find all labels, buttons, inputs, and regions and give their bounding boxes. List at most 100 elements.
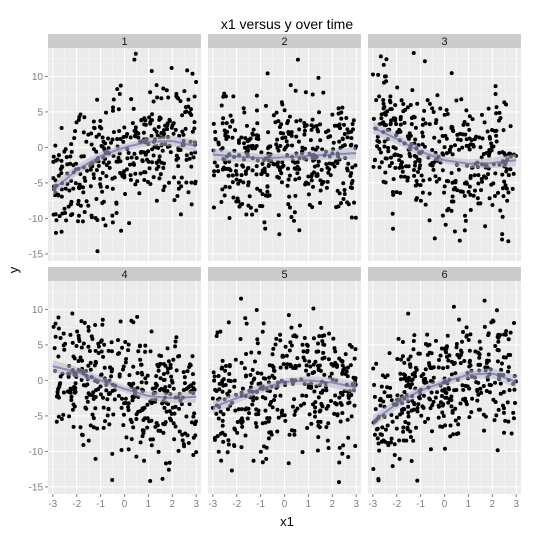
data-point <box>169 374 174 379</box>
data-point <box>134 454 139 459</box>
data-point <box>476 407 481 412</box>
data-point <box>501 410 506 415</box>
data-point <box>243 433 248 438</box>
data-point <box>394 122 399 127</box>
data-point <box>429 351 434 356</box>
data-point <box>308 138 313 143</box>
data-point <box>111 130 116 135</box>
data-point <box>215 164 220 169</box>
data-point <box>59 125 64 130</box>
data-point <box>70 311 75 316</box>
data-point <box>417 166 422 171</box>
data-point <box>384 156 389 161</box>
data-point <box>462 193 467 198</box>
data-point <box>449 199 454 204</box>
data-point <box>256 137 261 141</box>
data-point <box>154 83 159 88</box>
data-point <box>270 352 275 357</box>
data-point <box>316 395 321 400</box>
data-point <box>184 414 189 419</box>
data-point <box>161 128 166 133</box>
data-point <box>312 409 317 414</box>
data-point <box>167 384 172 389</box>
data-point <box>439 346 444 351</box>
data-point <box>227 362 232 367</box>
data-point <box>187 402 192 407</box>
data-point <box>495 348 500 352</box>
data-point <box>489 141 494 146</box>
data-point <box>259 371 264 376</box>
data-point <box>81 130 86 135</box>
data-point <box>131 106 136 111</box>
data-point <box>168 362 173 367</box>
data-point <box>500 172 505 177</box>
x-tick-label: -3 <box>208 499 217 510</box>
data-point <box>462 228 467 233</box>
data-point <box>449 171 454 176</box>
data-point <box>408 102 413 107</box>
data-point <box>266 436 271 441</box>
data-point <box>215 330 220 335</box>
data-point <box>327 167 332 172</box>
data-point <box>307 359 312 364</box>
data-point <box>285 121 290 126</box>
data-point <box>276 213 281 218</box>
data-point <box>151 175 156 180</box>
data-point <box>433 395 438 400</box>
data-point <box>446 358 451 363</box>
data-point <box>121 412 126 417</box>
data-point <box>502 100 507 105</box>
data-point <box>190 129 195 134</box>
data-point <box>182 444 187 449</box>
data-point <box>423 367 428 372</box>
data-point <box>484 388 489 393</box>
data-point <box>328 399 333 404</box>
data-point <box>325 179 330 184</box>
data-point <box>425 332 430 337</box>
data-point <box>142 458 147 463</box>
data-point <box>490 203 495 208</box>
data-point <box>341 197 346 202</box>
data-point <box>220 389 225 394</box>
data-point <box>375 144 380 149</box>
data-point <box>193 419 198 424</box>
data-point <box>438 106 443 111</box>
data-point <box>420 190 425 195</box>
data-point <box>503 183 508 188</box>
data-point <box>401 372 406 377</box>
data-point <box>393 103 398 108</box>
data-point <box>53 158 58 163</box>
data-point <box>309 127 314 132</box>
data-point <box>353 163 358 168</box>
data-point <box>81 383 86 388</box>
data-point <box>383 74 388 79</box>
data-point <box>107 160 111 165</box>
data-point <box>161 188 166 193</box>
data-point <box>76 333 81 338</box>
data-point <box>191 414 196 419</box>
data-point <box>232 384 237 389</box>
data-point <box>69 387 74 392</box>
data-point <box>407 375 412 380</box>
data-point <box>443 222 448 227</box>
data-point <box>382 390 387 395</box>
data-point <box>506 365 511 370</box>
data-point <box>336 111 341 116</box>
data-point <box>238 203 243 208</box>
data-point <box>104 174 109 179</box>
data-point <box>138 171 143 176</box>
data-point <box>295 57 300 62</box>
data-point <box>352 356 357 361</box>
data-point <box>125 156 130 161</box>
data-point <box>310 117 315 122</box>
data-point <box>392 442 397 447</box>
data-point <box>300 342 305 347</box>
data-point <box>415 169 420 174</box>
data-point <box>218 409 223 414</box>
data-point <box>154 383 159 388</box>
data-point <box>482 120 487 125</box>
data-point <box>127 381 132 386</box>
data-point <box>407 131 412 136</box>
data-point <box>213 137 218 142</box>
data-point <box>440 424 445 429</box>
